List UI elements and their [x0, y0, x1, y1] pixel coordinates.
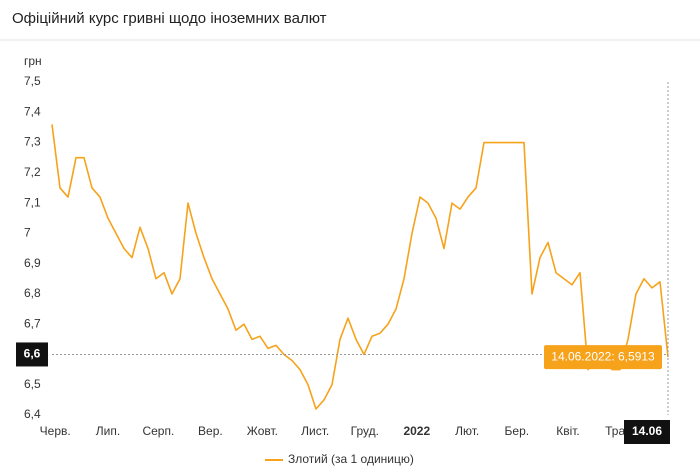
x-tick-label: Груд. — [351, 424, 379, 438]
x-tick-label: Вер. — [198, 424, 223, 438]
y-tick-label: 7,1 — [24, 195, 41, 209]
crosshair-y-box — [16, 342, 48, 367]
chart-title: Офіційний курс гривні щодо іноземних вал… — [12, 10, 327, 27]
y-tick-label: 7,4 — [24, 104, 41, 118]
crosshair-x-box — [624, 420, 670, 444]
x-tick-label: Серп. — [142, 424, 174, 438]
x-tick-label: Лист. — [301, 424, 329, 438]
y-tick-label: 7 — [24, 226, 31, 240]
x-tick-label: 2022 — [403, 424, 430, 438]
y-tick-label: 6,7 — [24, 316, 41, 330]
y-tick-label: 7,3 — [24, 135, 41, 149]
y-tick-label: 6,5 — [24, 377, 41, 391]
tooltip-box — [544, 345, 662, 370]
x-tick-label: Лип. — [96, 424, 120, 438]
x-tick-label: Лют. — [455, 424, 479, 438]
y-tick-label: 6,4 — [24, 407, 41, 421]
legend-label: Злотий (за 1 одиницю) — [288, 452, 414, 466]
y-axis-label: грн — [24, 54, 42, 68]
crosshair-y-label: 6,6 — [24, 347, 41, 361]
y-tick-label: 7,5 — [24, 74, 41, 88]
x-tick-label: Жовт. — [247, 424, 278, 438]
crosshair-x-label: 14.06 — [632, 424, 662, 438]
x-tick-label: Квіт. — [556, 424, 580, 438]
x-tick-label: Черв. — [40, 424, 71, 438]
tooltip-text: 14.06.2022: 6,5913 — [551, 349, 655, 363]
series-line — [51, 124, 669, 410]
y-tick-label: 6,8 — [24, 286, 41, 300]
x-tick-label: Бер. — [505, 424, 530, 438]
y-tick-label: 6,9 — [24, 256, 41, 270]
y-tick-label: 7,2 — [24, 165, 41, 179]
